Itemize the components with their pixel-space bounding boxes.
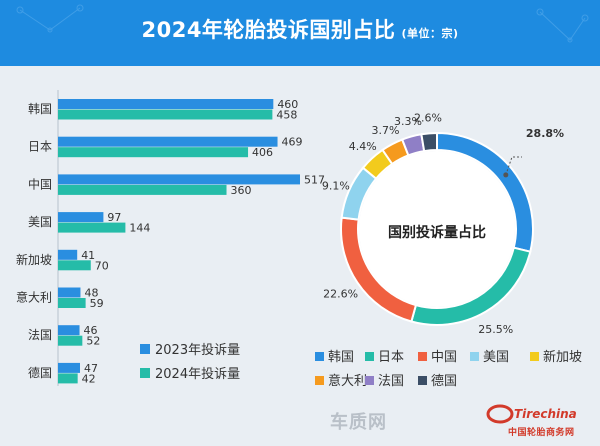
bar-value-label: 144 (129, 222, 150, 235)
bar-value-label: 46 (84, 324, 98, 337)
bar-legend-swatch (140, 368, 150, 378)
bar-2023 (58, 362, 80, 373)
watermark-site: 中国轮胎商务网 (508, 428, 575, 438)
bar-2023 (58, 99, 274, 109)
donut-legend-label: 新加坡 (543, 349, 582, 365)
bar-value-label: 458 (276, 109, 297, 122)
donut-leader-line (505, 156, 522, 176)
donut-legend-swatch (418, 376, 427, 385)
bar-value-label: 360 (231, 184, 252, 197)
watermark-text: 车质网 (330, 412, 387, 433)
bar-category-label: 中国 (28, 176, 52, 191)
tirechina-logo: Tirechina (486, 404, 577, 424)
bar-value-label: 517 (304, 173, 325, 186)
donut-slice (420, 131, 438, 153)
donut-slice-label: 9.1% (322, 180, 350, 193)
bar-2024 (58, 222, 126, 233)
bar-value-label: 406 (252, 146, 273, 159)
bar-2023 (58, 136, 278, 147)
bar-value-label: 460 (277, 98, 298, 111)
page-title: 2024年轮胎投诉国别占比 (单位：宗) (0, 14, 600, 44)
donut-legend-swatch (315, 376, 324, 385)
bar-value-label: 469 (282, 136, 303, 149)
bar-value-label: 70 (95, 259, 109, 272)
logo-brand: Tirechina (514, 407, 577, 421)
donut-legend-swatch (315, 352, 324, 361)
bar-legend-label: 2024年投诉量 (155, 366, 240, 382)
bar-2023 (58, 212, 104, 223)
bar-category-label: 德国 (28, 365, 52, 380)
chart-panel: 韩国 460 458 日本 469 406 中国 517 360 美国 97 144 新加坡 41 70 意大… (0, 66, 600, 446)
donut-slice-label: 4.4% (349, 140, 377, 153)
bar-category-label: 美国 (28, 215, 52, 229)
bar-2024 (58, 260, 91, 271)
bar-category-label: 新加坡 (16, 252, 52, 267)
donut-center-label: 国别投诉量占比 (388, 224, 486, 241)
donut-legend-label: 德国 (431, 374, 457, 389)
bar-2024 (58, 335, 83, 346)
donut-slice-label: 25.5% (478, 323, 513, 336)
bar-category-label: 意大利 (16, 290, 52, 305)
donut-slice-label: 3.7% (372, 124, 400, 137)
donut-hole (359, 151, 515, 307)
bar-2023 (58, 325, 80, 336)
header-decoration (16, 4, 589, 43)
donut-legend-swatch (365, 352, 374, 361)
header-banner: 2024年轮胎投诉国别占比 (单位：宗) (0, 0, 600, 66)
bar-2024 (58, 298, 86, 308)
bar-2023 (58, 174, 300, 185)
donut-legend-label: 中国 (431, 350, 457, 365)
bar-legend-label: 2023年投诉量 (155, 342, 240, 358)
bar-legend-swatch (140, 344, 150, 354)
donut-legend-swatch (470, 352, 479, 361)
bar-2024 (58, 147, 249, 158)
bar-value-label: 42 (82, 372, 96, 385)
donut-slice-label: 22.6% (323, 288, 358, 301)
bar-2024 (58, 109, 273, 120)
bar-value-label: 47 (84, 362, 98, 375)
bar-category-label: 韩国 (28, 101, 52, 116)
donut-legend-label: 意大利 (328, 373, 367, 389)
donut-slice-label: 28.8% (526, 127, 564, 140)
donut-legend-label: 韩国 (328, 350, 354, 365)
bar-value-label: 48 (84, 287, 98, 300)
donut-legend-label: 日本 (378, 350, 404, 365)
bar-2024 (58, 373, 78, 384)
donut-slice-label: 2.6% (414, 111, 442, 124)
bar-value-label: 59 (90, 297, 104, 310)
bar-value-label: 97 (107, 211, 121, 224)
donut-legend-swatch (530, 352, 539, 361)
donut-legend-swatch (418, 352, 427, 361)
bar-2023 (58, 249, 78, 260)
title-unit: (单位：宗) (401, 27, 459, 40)
bar-value-label: 52 (86, 335, 100, 348)
bar-2024 (58, 184, 227, 195)
title-text: 2024年轮胎投诉国别占比 (141, 18, 396, 42)
donut-slice-label: 3.3% (394, 115, 422, 128)
donut-legend-label: 法国 (378, 374, 404, 389)
bar-2023 (58, 287, 81, 298)
bar-category-label: 日本 (28, 140, 52, 154)
donut-legend-swatch (365, 376, 374, 385)
bar-category-label: 法国 (28, 328, 52, 342)
donut-legend-label: 美国 (483, 350, 509, 365)
bar-value-label: 41 (81, 249, 95, 262)
